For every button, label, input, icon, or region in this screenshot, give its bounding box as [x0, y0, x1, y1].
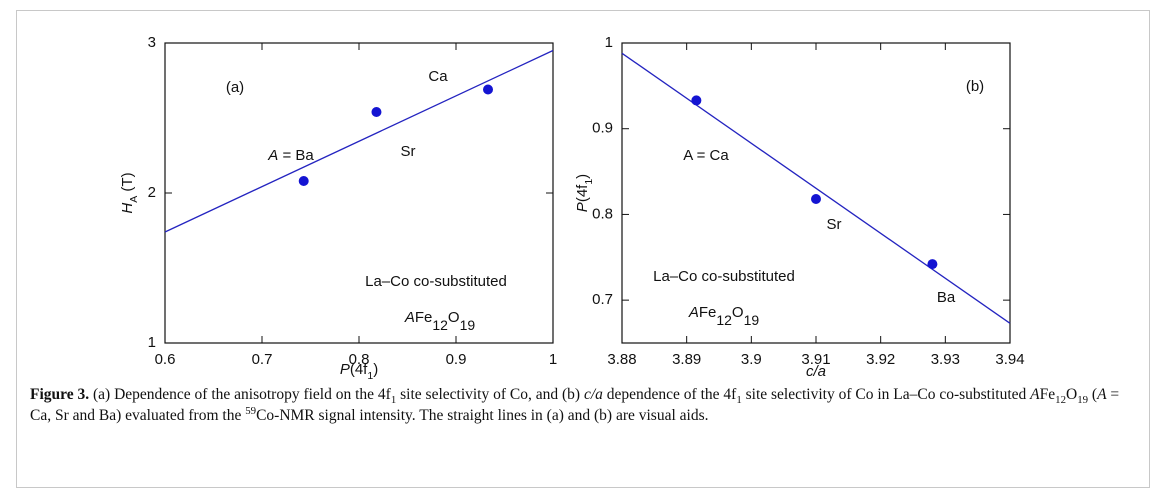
annotation: AFe12O19 — [404, 309, 476, 333]
x-tick-label: 1 — [549, 351, 557, 368]
caption-text: 1 — [390, 394, 397, 407]
y-tick-label: 1 — [148, 334, 156, 351]
y-axis-label-part: A — [128, 196, 140, 203]
caption-text: site selectivity of Co in La–Co co-subst… — [741, 386, 1031, 403]
y-axis-label-part: (4f — [574, 184, 591, 202]
x-tick-label: 0.7 — [252, 351, 273, 368]
x-axis-label-part: P — [340, 361, 350, 378]
caption-text: c/a — [583, 386, 603, 403]
annotation: AFe12O19 — [688, 304, 760, 328]
annotation-part: La–Co co-substituted — [365, 273, 507, 290]
annotation-part: Ba — [937, 289, 956, 306]
caption-text: 1 — [736, 394, 742, 407]
annotation-part: 19 — [460, 317, 476, 333]
annotation: Sr — [401, 143, 416, 160]
x-axis-label-part: ) — [373, 361, 378, 378]
y-axis-label-part: 1 — [583, 179, 595, 185]
x-tick-label: 0.6 — [155, 351, 176, 368]
y-axis-label: HA (T) — [119, 172, 140, 213]
annotation-part: (a) — [226, 79, 244, 96]
annotation-part: Sr — [401, 143, 416, 160]
annotation-part: (b) — [966, 78, 984, 95]
annotation-part: Fe — [415, 309, 433, 326]
trend-line — [621, 52, 1011, 324]
caption-text: ( — [1088, 386, 1098, 403]
data-point — [298, 176, 309, 186]
x-tick-label: 3.93 — [931, 351, 960, 368]
caption-text: Fe — [1039, 386, 1056, 403]
annotation: La–Co co-substituted — [365, 273, 507, 290]
x-axis-label: c/a — [806, 363, 826, 380]
y-axis-label: P(4f1) — [574, 174, 595, 212]
annotation: Ba — [937, 289, 956, 306]
caption-text: = Ca, Sr and Ba) evaluated from the — [30, 386, 1120, 424]
annotation-part: Fe — [699, 304, 717, 321]
caption-text: site selectivity of Co, and (b) — [396, 386, 584, 403]
annotation-part: A — [267, 147, 278, 164]
y-axis-label-part: P — [574, 202, 591, 212]
annotation-part: A — [688, 304, 699, 321]
x-tick-label: 3.91 — [801, 351, 830, 368]
caption-text: O — [1065, 386, 1078, 403]
x-tick-label: 3.94 — [995, 351, 1024, 368]
annotation: Sr — [827, 216, 842, 233]
annotation-part: La–Co co-substituted — [653, 268, 795, 285]
y-axis-label-part: (T) — [119, 172, 136, 195]
caption-text: 12 — [1055, 394, 1066, 407]
x-tick-label: 0.9 — [446, 351, 467, 368]
data-point — [811, 194, 821, 204]
annotation-part: Ca — [428, 68, 448, 85]
annotation-part: 12 — [432, 317, 448, 333]
x-tick-label: 3.92 — [866, 351, 895, 368]
annotation: A = Ba — [267, 147, 314, 164]
caption: Figure 3. (a) Dependence of the anisotro… — [30, 384, 1135, 426]
caption-text: A — [1097, 386, 1107, 403]
annotation: La–Co co-substituted — [653, 268, 795, 285]
caption-text: A — [1030, 386, 1040, 403]
y-tick-label: 2 — [148, 184, 156, 201]
trend-line — [164, 49, 554, 233]
x-axis-label-part: (4f — [350, 361, 368, 378]
y-axis-label-part: H — [119, 203, 136, 214]
y-tick-label: 0.7 — [592, 291, 613, 308]
x-axis-label: P(4f1) — [340, 361, 378, 380]
data-point — [483, 84, 494, 95]
plot-frame — [164, 42, 554, 344]
x-tick-label: 0.8 — [349, 351, 370, 368]
caption-text: Figure 3. — [30, 386, 90, 403]
data-point — [927, 259, 938, 270]
y-tick-label: 0.9 — [592, 120, 613, 137]
data-point — [691, 95, 702, 106]
annotation: (a) — [226, 79, 244, 96]
annotation-part: 19 — [744, 312, 760, 328]
x-tick-label: 3.9 — [741, 351, 762, 368]
annotation: Ca — [428, 68, 448, 85]
x-tick-label: 3.89 — [672, 351, 701, 368]
annotation: A = Ca — [683, 147, 729, 164]
figure-frame — [16, 10, 1150, 488]
annotation-part: Sr — [827, 216, 842, 233]
caption-text: dependence of the 4f — [602, 386, 737, 403]
annotation-part: = Ba — [278, 147, 314, 164]
y-tick-label: 1 — [605, 34, 613, 51]
annotation: (b) — [966, 78, 984, 95]
x-axis-label-part: 1 — [367, 370, 373, 380]
annotation-part: 12 — [716, 312, 732, 328]
annotation-part: O — [448, 309, 460, 326]
caption-text: 59 — [245, 404, 257, 417]
annotation-part: A — [404, 309, 415, 326]
annotation-part: O — [732, 304, 744, 321]
caption-text: (a) Dependence of the anisotropy field o… — [89, 386, 391, 403]
x-axis-label-part: c/a — [806, 363, 826, 380]
caption-text: 19 — [1077, 394, 1089, 407]
annotation-part: A = Ca — [683, 147, 729, 164]
x-tick-label: 3.88 — [607, 351, 636, 368]
y-axis-label-part: ) — [574, 174, 591, 179]
data-point — [371, 107, 382, 117]
y-tick-label: 0.8 — [592, 205, 613, 222]
caption-text: Co-NMR signal intensity. The straight li… — [256, 407, 709, 424]
y-tick-label: 3 — [148, 34, 156, 51]
